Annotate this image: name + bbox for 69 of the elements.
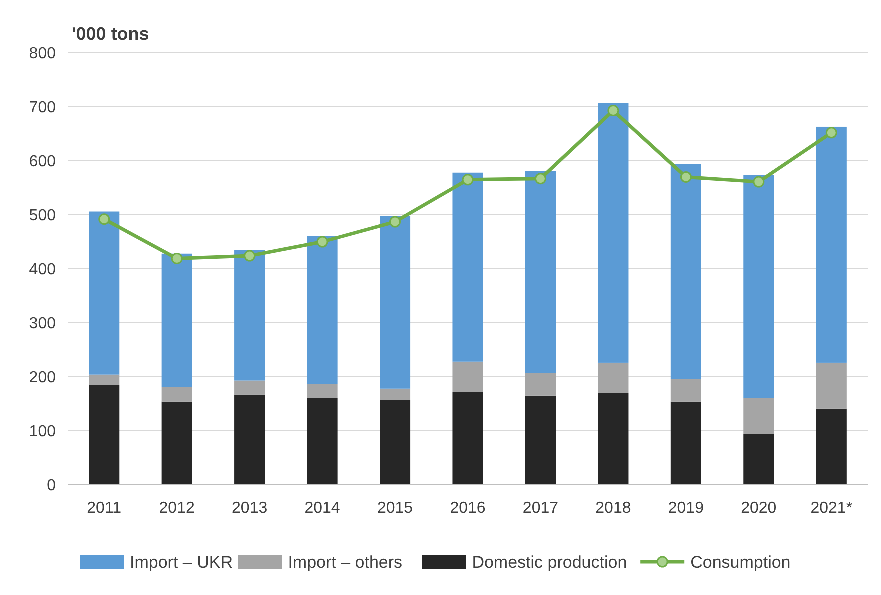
- bar: [162, 402, 192, 485]
- y-tick-label: 400: [29, 262, 56, 279]
- bar: [744, 434, 774, 485]
- bar: [598, 103, 629, 363]
- point: [534, 173, 546, 185]
- point: [244, 250, 256, 262]
- bar: [452, 362, 484, 392]
- bar: [816, 362, 847, 409]
- point: [608, 105, 620, 117]
- bar: [598, 393, 629, 485]
- point: [98, 214, 110, 226]
- y-tick-label: 700: [29, 100, 56, 117]
- point: [753, 176, 765, 188]
- x-tick-label: 2014: [304, 500, 340, 517]
- bar: [670, 379, 702, 402]
- x-tick-label: 2017: [522, 500, 559, 517]
- point: [826, 127, 838, 139]
- bar: [307, 236, 338, 384]
- bar: [670, 164, 702, 380]
- bar: [380, 216, 411, 389]
- legend-label: Consumption: [690, 553, 791, 572]
- bar: [525, 171, 556, 374]
- x-tick-label: 2016: [450, 500, 486, 517]
- bar: [670, 402, 702, 485]
- y-tick-label: 0: [47, 478, 56, 495]
- y-tick-label: 100: [29, 424, 56, 441]
- bar: [307, 384, 338, 398]
- x-tick-label: 2020: [741, 500, 777, 517]
- y-tick-label: 800: [29, 46, 56, 63]
- legend-label: Import – others: [288, 553, 403, 572]
- bar: [744, 175, 774, 398]
- point: [390, 216, 402, 228]
- x-tick-label: 2018: [596, 500, 632, 517]
- x-tick-label: 2013: [232, 500, 268, 517]
- y-tick-label: 300: [29, 316, 56, 333]
- y-axis-title: '000 tons: [72, 24, 150, 44]
- bar: [744, 398, 774, 434]
- bar: [452, 172, 484, 362]
- bar: [380, 400, 411, 485]
- y-tick-label: 600: [29, 154, 56, 171]
- bar: [162, 387, 192, 402]
- y-tick-label: 200: [29, 370, 56, 387]
- bar: [162, 254, 192, 388]
- bar: [89, 385, 120, 485]
- x-tick-label: 2019: [668, 500, 704, 517]
- bar: [816, 126, 847, 363]
- bar: [380, 388, 411, 400]
- bar: [525, 396, 556, 485]
- point: [680, 171, 692, 183]
- bar: [452, 392, 484, 485]
- point: [316, 236, 328, 248]
- bar: [816, 408, 847, 485]
- x-tick-label: 2021*: [810, 500, 853, 517]
- point: [462, 174, 474, 186]
- bar: [598, 362, 629, 394]
- bar: [307, 398, 338, 485]
- bar: [234, 394, 266, 485]
- legend-label: Import – UKR: [130, 553, 233, 572]
- bar: [89, 212, 120, 375]
- bar: [89, 374, 120, 386]
- bar: [525, 373, 556, 396]
- x-tick-label: 2012: [159, 500, 195, 517]
- y-tick-label: 500: [29, 208, 56, 225]
- legend-label: Domestic production: [472, 553, 628, 572]
- x-tick-label: 2015: [377, 500, 414, 517]
- x-tick-label: 2011: [87, 500, 122, 517]
- bar: [234, 380, 266, 395]
- point: [171, 252, 183, 264]
- bar: [234, 250, 266, 381]
